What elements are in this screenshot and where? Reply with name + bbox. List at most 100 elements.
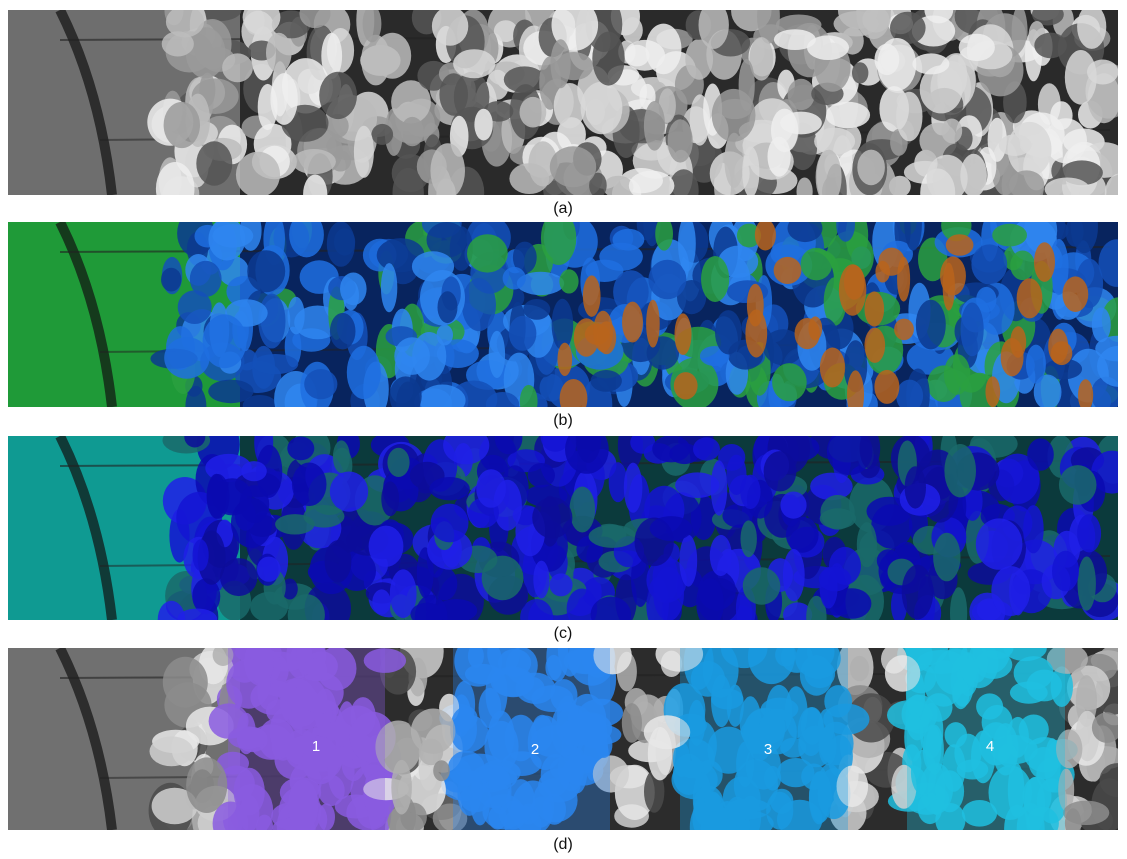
leaf bbox=[411, 709, 456, 754]
leaf bbox=[433, 760, 450, 781]
cluster bbox=[622, 302, 643, 343]
leaf bbox=[453, 49, 495, 78]
leaf bbox=[961, 303, 984, 357]
leaf bbox=[462, 278, 496, 331]
cluster bbox=[674, 372, 698, 399]
leaf bbox=[740, 475, 760, 509]
leaf bbox=[877, 38, 916, 91]
leaf bbox=[410, 603, 443, 626]
leaf bbox=[520, 97, 547, 128]
leaf bbox=[971, 244, 1007, 284]
leaf bbox=[347, 346, 381, 399]
cluster bbox=[1017, 278, 1043, 318]
leaf bbox=[393, 168, 424, 218]
cluster bbox=[839, 264, 866, 316]
leaf bbox=[319, 72, 357, 119]
page: {"figure": {"panels": [ {"caption": "(a)… bbox=[0, 0, 1127, 854]
leaf bbox=[177, 609, 217, 630]
leaf bbox=[532, 497, 572, 538]
cluster bbox=[847, 370, 864, 418]
leaf bbox=[1034, 33, 1067, 59]
leaf bbox=[354, 126, 374, 178]
leaf bbox=[933, 533, 960, 582]
cluster bbox=[820, 347, 845, 387]
leaf bbox=[772, 363, 807, 401]
cluster bbox=[1051, 341, 1072, 365]
leaf bbox=[292, 463, 327, 507]
leaf bbox=[156, 162, 195, 215]
leaf bbox=[902, 565, 934, 620]
leaf bbox=[486, 392, 519, 417]
leaf bbox=[559, 269, 578, 293]
leaf bbox=[541, 211, 576, 265]
leaf bbox=[528, 463, 555, 488]
leaf bbox=[742, 146, 759, 197]
leaf bbox=[581, 82, 623, 135]
leaf bbox=[509, 163, 549, 194]
leaf bbox=[715, 310, 742, 354]
leaf bbox=[992, 224, 1027, 247]
leaf bbox=[944, 354, 970, 395]
leaf bbox=[850, 656, 869, 681]
leaf bbox=[905, 466, 926, 508]
leaf bbox=[991, 566, 1030, 616]
leaf bbox=[266, 33, 292, 73]
cluster bbox=[946, 234, 974, 256]
region-label: 4 bbox=[986, 738, 994, 755]
leaf bbox=[381, 481, 399, 516]
leaf bbox=[741, 520, 757, 557]
leaf bbox=[783, 549, 805, 601]
leaf bbox=[1063, 801, 1109, 825]
leaf bbox=[287, 437, 314, 461]
leaf bbox=[655, 217, 673, 251]
leaf bbox=[443, 426, 489, 464]
leaf bbox=[944, 444, 976, 497]
leaf bbox=[208, 380, 253, 404]
leaf bbox=[247, 250, 285, 292]
leaf bbox=[300, 0, 331, 28]
cluster bbox=[755, 219, 776, 250]
leaf bbox=[788, 214, 823, 242]
leaf bbox=[161, 268, 181, 292]
leaf bbox=[431, 504, 469, 543]
leaf bbox=[857, 150, 885, 186]
leaf bbox=[797, 178, 813, 206]
cluster bbox=[894, 319, 914, 341]
leaf bbox=[164, 102, 200, 148]
leaf bbox=[860, 428, 881, 469]
leaf bbox=[591, 597, 631, 633]
leaf bbox=[432, 7, 468, 46]
leaf bbox=[289, 212, 324, 257]
leaf bbox=[950, 587, 967, 638]
cluster bbox=[646, 300, 660, 348]
leaf bbox=[678, 216, 696, 272]
leaf bbox=[570, 487, 596, 533]
leaf bbox=[327, 221, 355, 266]
leaf bbox=[701, 256, 729, 302]
leaf bbox=[363, 5, 382, 42]
cluster bbox=[774, 257, 802, 284]
leaf bbox=[509, 316, 537, 351]
region-label: 3 bbox=[764, 741, 772, 758]
leaf bbox=[852, 62, 868, 83]
leaf bbox=[675, 472, 719, 498]
cluster bbox=[897, 257, 910, 302]
cluster bbox=[583, 275, 601, 316]
leaf bbox=[976, 518, 1023, 569]
panel-image-c bbox=[8, 415, 1127, 648]
leaf bbox=[629, 171, 675, 201]
leaf bbox=[819, 567, 851, 592]
leaf bbox=[474, 109, 492, 141]
leaf bbox=[591, 370, 622, 392]
cluster bbox=[1001, 338, 1024, 376]
leaf bbox=[780, 492, 806, 519]
panel-image-d bbox=[8, 624, 1127, 854]
leaf bbox=[241, 461, 267, 481]
leaf bbox=[196, 141, 232, 185]
leaf bbox=[257, 557, 281, 582]
cluster bbox=[864, 328, 885, 363]
leaf bbox=[810, 473, 853, 501]
cluster bbox=[747, 284, 764, 327]
panel-image-a bbox=[8, 0, 1127, 218]
leaf bbox=[419, 385, 465, 416]
